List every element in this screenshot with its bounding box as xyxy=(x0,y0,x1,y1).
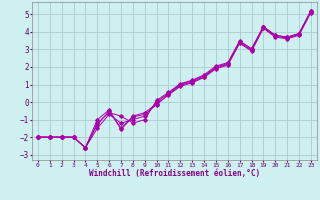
X-axis label: Windchill (Refroidissement éolien,°C): Windchill (Refroidissement éolien,°C) xyxy=(89,169,260,178)
